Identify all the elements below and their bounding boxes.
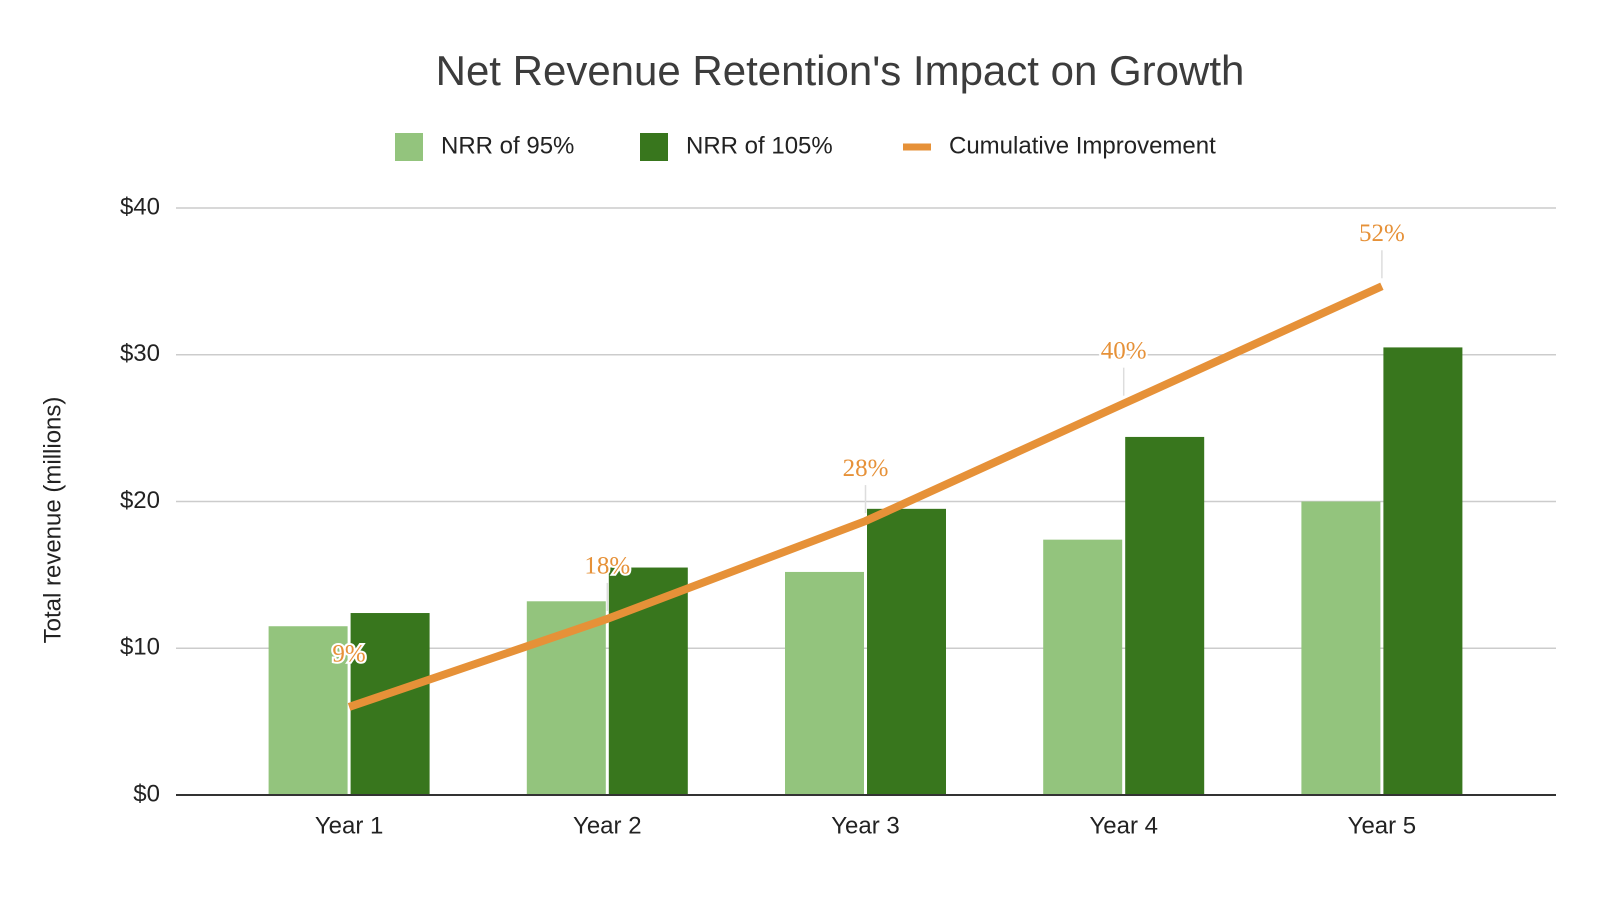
legend-label: NRR of 105% [686,132,833,159]
y-tick-label: $40 [120,193,160,220]
legend-label: NRR of 95% [441,132,574,159]
data-label: 40% [1101,337,1147,364]
bar [1383,347,1463,795]
chart-title: Net Revenue Retention's Impact on Growth [436,47,1245,94]
bar [867,508,946,795]
y-axis-title: Total revenue (millions) [39,397,66,644]
x-tick-label: Year 5 [1348,812,1417,839]
y-tick-label: $20 [120,487,160,514]
bar [785,571,864,795]
data-label: 52% [1359,220,1405,247]
legend-swatch [395,133,423,161]
y-tick-label: $10 [120,634,160,661]
legend-label: Cumulative Improvement [949,132,1216,159]
legend-swatch [640,133,668,161]
y-tick-label: $0 [133,780,160,807]
bar [268,626,348,795]
x-tick-label: Year 2 [573,812,642,839]
bar [1043,539,1123,795]
data-label: 9% [332,641,365,668]
x-tick-label: Year 1 [315,812,384,839]
x-tick-label: Year 3 [831,812,900,839]
bar [1125,436,1205,795]
y-tick-label: $30 [120,340,160,367]
data-label: 18% [584,553,630,580]
line-series [347,282,1384,711]
bar [1301,501,1381,795]
x-tick-label: Year 4 [1089,812,1158,839]
data-label: 28% [843,455,889,482]
